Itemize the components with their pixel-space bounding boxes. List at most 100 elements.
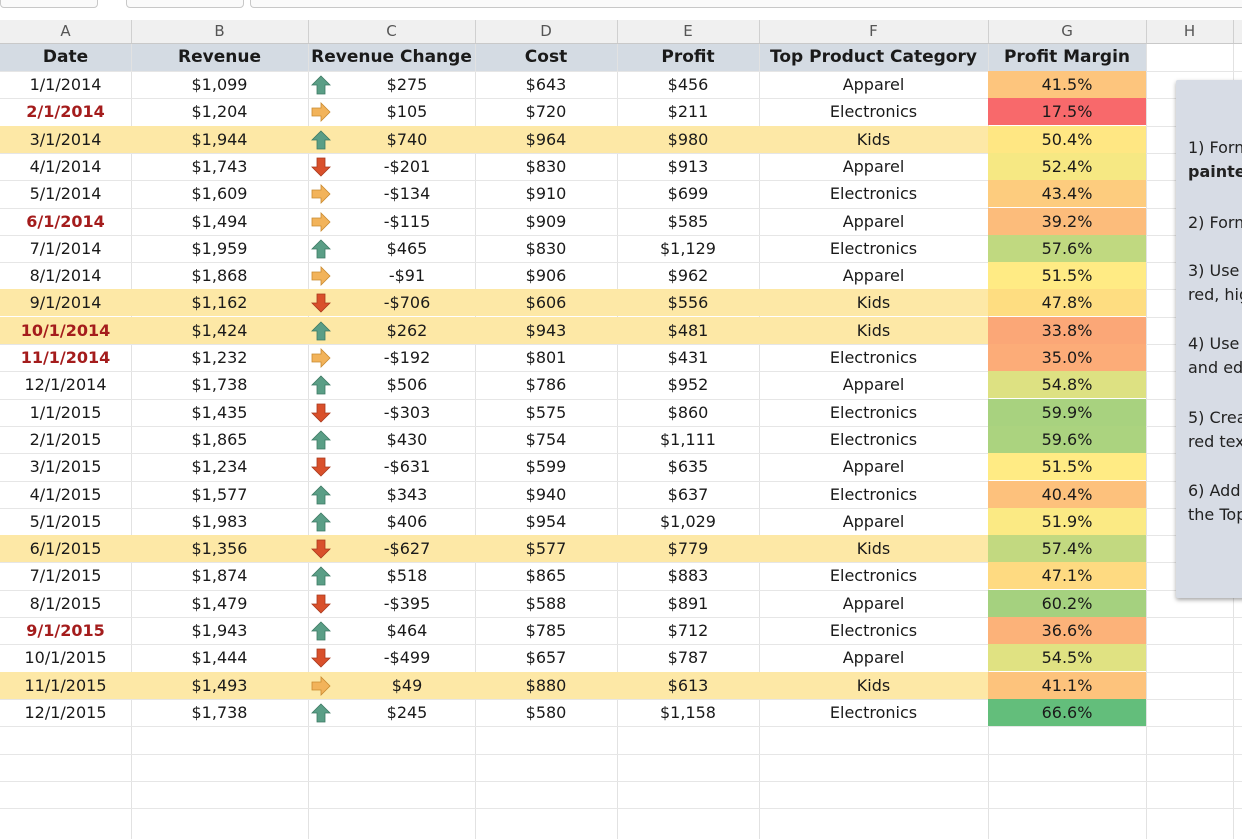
category-cell[interactable]: Kids [856,539,891,558]
revenue-cell[interactable]: $1,738 [191,375,248,394]
cost-cell[interactable]: $575 [525,403,567,422]
cost-cell[interactable]: $940 [525,485,567,504]
profit-margin-cell[interactable]: 39.2% [988,208,1146,235]
column-header-e[interactable]: E [617,20,760,43]
cost-cell[interactable]: $906 [525,266,567,285]
revenue-cell[interactable]: $1,868 [191,266,248,285]
column-header-h[interactable]: H [1146,20,1234,43]
table-row[interactable]: 7/1/2014 $1,959 $465 $830 $1,129 Electronics 5… [0,235,1242,262]
header-date[interactable]: Date [0,44,131,71]
cost-cell[interactable]: $964 [525,130,567,149]
revenue-cell[interactable]: $1,943 [191,621,248,640]
date-cell[interactable]: 1/1/2015 [29,403,102,422]
date-cell[interactable]: 10/1/2014 [20,321,111,340]
profit-cell[interactable]: $613 [667,676,709,695]
profit-cell[interactable]: $980 [667,130,709,149]
profit-cell[interactable]: $1,158 [660,703,716,722]
profit-margin-cell[interactable]: 47.1% [988,562,1146,589]
profit-margin-cell[interactable]: 66.6% [988,699,1146,726]
revenue-change-cell[interactable]: $105 [386,102,428,121]
cost-cell[interactable]: $830 [525,157,567,176]
profit-cell[interactable]: $481 [667,321,709,340]
date-cell[interactable]: 6/1/2015 [29,539,102,558]
header-cost[interactable]: Cost [475,44,617,71]
category-cell[interactable]: Kids [856,676,891,695]
table-row[interactable]: 12/1/2015 $1,738 $245 $580 $1,158 Electronics… [0,699,1242,726]
date-cell[interactable]: 10/1/2015 [24,648,107,667]
profit-cell[interactable]: $891 [667,594,709,613]
revenue-change-cell[interactable]: -$499 [383,648,431,667]
category-cell[interactable]: Electronics [829,485,918,504]
profit-cell[interactable]: $637 [667,485,709,504]
category-cell[interactable]: Apparel [842,594,905,613]
cost-cell[interactable]: $910 [525,184,567,203]
revenue-cell[interactable]: $1,204 [191,102,248,121]
date-cell[interactable]: 2/1/2015 [29,430,102,449]
category-cell[interactable]: Apparel [842,457,905,476]
table-row[interactable]: 2/1/2015 $1,865 $430 $754 $1,111 Electronics 5… [0,426,1242,453]
cost-cell[interactable]: $830 [525,239,567,258]
category-cell[interactable]: Electronics [829,184,918,203]
profit-margin-cell[interactable]: 51.5% [988,262,1146,289]
revenue-change-cell[interactable]: $275 [386,75,428,94]
table-row[interactable]: 6/1/2014 $1,494 -$115 $909 $585 Apparel 39.2% [0,208,1242,235]
table-row[interactable]: 8/1/2015 $1,479 -$395 $588 $891 Apparel 60.2% [0,590,1242,617]
profit-margin-cell[interactable]: 51.5% [988,453,1146,480]
category-cell[interactable]: Apparel [842,512,905,531]
profit-margin-cell[interactable]: 35.0% [988,344,1146,371]
date-cell[interactable]: 9/1/2015 [26,621,105,640]
revenue-cell[interactable]: $1,577 [191,485,248,504]
date-cell[interactable]: 2/1/2014 [26,102,105,121]
table-row[interactable]: 8/1/2014 $1,868 -$91 $906 $962 Apparel 51.5% [0,262,1242,289]
profit-cell[interactable]: $556 [667,293,709,312]
revenue-change-cell[interactable]: $518 [386,566,428,585]
date-cell[interactable]: 3/1/2015 [29,457,102,476]
profit-cell[interactable]: $1,129 [660,239,716,258]
cost-cell[interactable]: $580 [525,703,567,722]
date-cell[interactable]: 11/1/2015 [24,676,107,695]
revenue-change-cell[interactable]: -$303 [383,403,431,422]
cost-cell[interactable]: $754 [525,430,567,449]
profit-cell[interactable]: $712 [667,621,709,640]
table-row[interactable]: 3/1/2015 $1,234 -$631 $599 $635 Apparel 51.5% [0,453,1242,480]
table-row[interactable]: 5/1/2015 $1,983 $406 $954 $1,029 Apparel 51.9% [0,508,1242,535]
date-cell[interactable]: 3/1/2014 [29,130,102,149]
table-row[interactable]: 2/1/2014 $1,204 $105 $720 $211 Electronics 17.… [0,98,1242,125]
revenue-cell[interactable]: $1,743 [191,157,248,176]
revenue-cell[interactable]: $1,099 [191,75,248,94]
category-cell[interactable]: Apparel [842,157,905,176]
table-row[interactable]: 1/1/2014 $1,099 $275 $643 $456 Apparel 41.5% [0,71,1242,98]
profit-margin-cell[interactable]: 17.5% [988,98,1146,125]
date-cell[interactable]: 8/1/2014 [29,266,102,285]
revenue-change-cell[interactable]: -$115 [383,212,431,231]
profit-margin-cell[interactable]: 47.8% [988,289,1146,316]
profit-cell[interactable]: $585 [667,212,709,231]
revenue-cell[interactable]: $1,356 [191,539,248,558]
category-cell[interactable]: Kids [856,293,891,312]
table-row[interactable]: 10/1/2014 $1,424 $262 $943 $481 Kids 33.8% [0,317,1242,344]
category-cell[interactable]: Electronics [829,430,918,449]
header-profit-margin[interactable]: Profit Margin [988,44,1146,71]
cost-cell[interactable]: $588 [525,594,567,613]
category-cell[interactable]: Kids [856,130,891,149]
table-row[interactable]: 4/1/2014 $1,743 -$201 $830 $913 Apparel 52.4% [0,153,1242,180]
profit-cell[interactable]: $787 [667,648,709,667]
sheet-tab[interactable] [0,0,98,8]
profit-cell[interactable]: $913 [667,157,709,176]
category-cell[interactable]: Apparel [842,648,905,667]
revenue-change-cell[interactable]: $262 [386,321,428,340]
revenue-cell[interactable]: $1,424 [191,321,248,340]
revenue-change-cell[interactable]: $464 [386,621,428,640]
table-row[interactable]: 3/1/2014 $1,944 $740 $964 $980 Kids 50.4% [0,126,1242,153]
date-cell[interactable]: 4/1/2014 [29,157,102,176]
profit-margin-cell[interactable]: 33.8% [988,317,1146,344]
table-row[interactable]: 11/1/2014 $1,232 -$192 $801 $431 Electronics 3… [0,344,1242,371]
cost-cell[interactable]: $880 [525,676,567,695]
table-row[interactable]: 9/1/2015 $1,943 $464 $785 $712 Electronics 36.… [0,617,1242,644]
profit-margin-cell[interactable]: 43.4% [988,180,1146,207]
profit-margin-cell[interactable]: 59.6% [988,426,1146,453]
revenue-cell[interactable]: $1,234 [191,457,248,476]
date-cell[interactable]: 8/1/2015 [29,594,102,613]
revenue-cell[interactable]: $1,232 [191,348,248,367]
date-cell[interactable]: 4/1/2015 [29,485,102,504]
